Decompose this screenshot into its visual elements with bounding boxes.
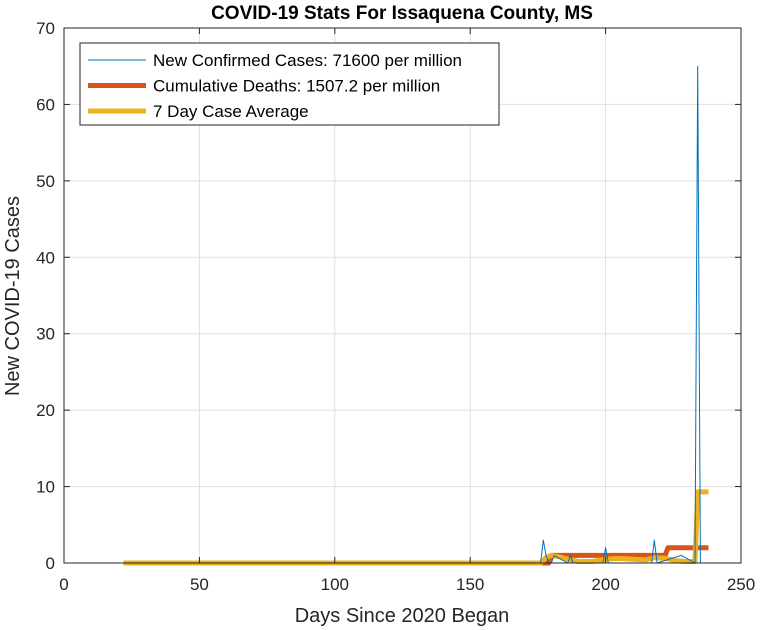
y-tick-label: 20 [36, 401, 55, 420]
series-line-0 [123, 65, 704, 564]
x-tick-label: 200 [591, 575, 619, 594]
y-tick-label: 10 [36, 478, 55, 497]
x-tick-label: 0 [59, 575, 68, 594]
y-tick-label: 40 [36, 248, 55, 267]
y-tick-label: 60 [36, 95, 55, 114]
x-tick-label: 250 [727, 575, 755, 594]
y-tick-label: 30 [36, 325, 55, 344]
y-tick-label: 70 [36, 19, 55, 38]
legend-box [79, 42, 500, 126]
series-line-2 [123, 489, 709, 566]
x-axis-label: Days Since 2020 Began [295, 605, 510, 627]
y-tick-label: 50 [36, 172, 55, 191]
y-axis-label: New COVID-19 Cases [2, 196, 24, 396]
x-tick-label: 100 [321, 575, 349, 594]
series-layer [123, 65, 709, 566]
x-tick-label: 150 [456, 575, 484, 594]
chart-title: COVID-19 Stats For Issaquena County, MS [211, 3, 593, 24]
plot-area [63, 27, 742, 564]
axis-ticks: 0 50 100 150 200 250 0 10 20 30 40 50 60 70 [36, 19, 755, 594]
legend-label-2: 7 Day Case Average [153, 102, 309, 121]
legend-label-1: Cumulative Deaths: 1507.2 per million [153, 77, 440, 96]
y-tick-label: 0 [46, 554, 55, 573]
x-tick-label: 50 [190, 575, 209, 594]
legend: New Confirmed Cases: 71600 per million Cu… [79, 42, 500, 126]
legend-label-0: New Confirmed Cases: 71600 per million [153, 51, 462, 70]
